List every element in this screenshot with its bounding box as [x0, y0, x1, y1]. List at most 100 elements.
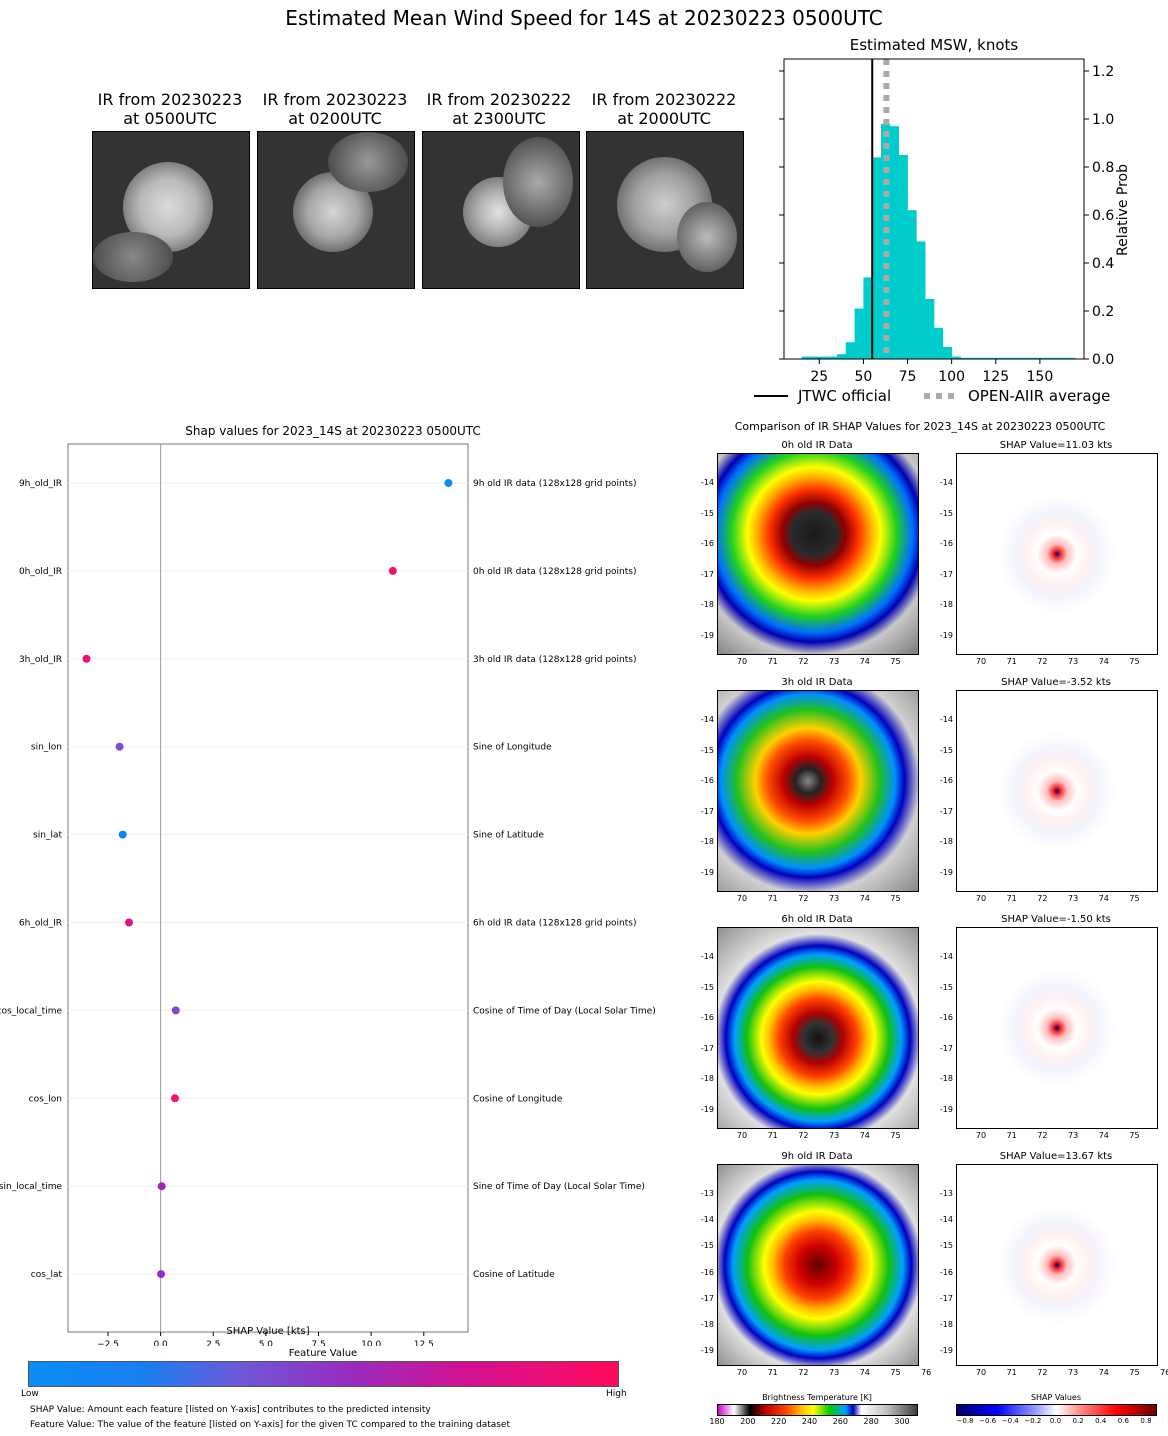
- colorbar-high-label: High: [606, 1389, 627, 1399]
- ir-y-tick-label: -15: [700, 982, 714, 992]
- histogram-bar: [898, 155, 908, 359]
- shap-x-tick-label: 75: [1129, 657, 1140, 666]
- shap-x-tick-label: 72: [1037, 1131, 1048, 1140]
- shap-y-tick-label: -19: [939, 868, 953, 877]
- histogram-bar: [942, 347, 952, 359]
- shap-y-tick-label: -19: [939, 631, 953, 640]
- bt-colorbar-tick: 280: [863, 1417, 879, 1426]
- histogram-bar: [1031, 357, 1041, 359]
- histogram-bar: [872, 157, 882, 359]
- shap-feature-description: Sine of Time of Day (Local Solar Time): [473, 1182, 645, 1192]
- shap-y-tick-label: -16: [939, 1013, 953, 1023]
- shap-y-tick-label: -13: [939, 1189, 953, 1198]
- shap-map-panel: [956, 927, 1158, 1129]
- feature-colorbar-title: Feature Value: [288, 1348, 358, 1359]
- ir-y-tick-label: -18: [700, 837, 714, 847]
- histogram-y-tick-label: 0.6: [1092, 208, 1114, 224]
- ir-image-title: IR from 20230223 at 0200UTC: [262, 90, 408, 128]
- ir-x-tick-label: 73: [829, 657, 840, 666]
- shap-y-tick-label: -16: [939, 539, 953, 549]
- shap-x-tick-label: 71: [1006, 1368, 1017, 1377]
- shap-feature-description: Sine of Longitude: [473, 743, 552, 753]
- ir-x-tick-label: 72: [798, 894, 809, 903]
- ir-data-panel: [717, 453, 919, 655]
- shap-point: [118, 830, 127, 839]
- bt-colorbar-tick: 260: [832, 1417, 848, 1426]
- histogram-bar: [978, 357, 988, 359]
- shap-values-chart: Shap values for 2023_14S at 20230223 050…: [0, 424, 656, 1346]
- histogram-y-tick-label: 1.0: [1092, 112, 1114, 128]
- ir-y-tick-label: -16: [700, 1267, 714, 1277]
- ir-x-tick-label: 71: [767, 1368, 778, 1377]
- shap-x-tick-label: 5.0: [259, 1340, 274, 1346]
- shap-colorbar-tick: 0.2: [1072, 1417, 1084, 1425]
- ir-x-tick-label: 73: [829, 894, 840, 903]
- ir-y-tick-label: -13: [700, 1189, 714, 1198]
- shap-point: [157, 1182, 166, 1191]
- histogram-bar: [1048, 357, 1058, 359]
- shap-feature-label: 9h_old_IR: [19, 479, 62, 489]
- histogram-ylabel: Relative Prob: [1115, 164, 1131, 256]
- shap-colorbar-tick: −0.4: [1001, 1417, 1019, 1425]
- ir-y-tick-label: -19: [700, 1346, 714, 1356]
- ir-x-tick-label: 75: [890, 1131, 901, 1140]
- shap-x-tick-label: 73: [1068, 894, 1079, 903]
- bt-colorbar-title: Brightness Temperature [K]: [762, 1393, 872, 1402]
- histogram-y-tick-label: 0.2: [1092, 304, 1114, 320]
- shap-y-tick-label: -17: [939, 1043, 953, 1053]
- shap-feature-label: sin_lon: [31, 743, 62, 753]
- shap-x-tick-label: 12.5: [414, 1340, 434, 1346]
- histogram-bar: [907, 210, 917, 359]
- ir-x-tick-label: 74: [859, 657, 870, 666]
- ir-x-tick-label: 71: [767, 1131, 778, 1140]
- histogram-bar: [969, 357, 979, 359]
- shap-y-tick-label: -14: [939, 715, 953, 724]
- shap-feature-label: sin_lat: [33, 831, 62, 841]
- shap-x-tick-label: 73: [1068, 1131, 1079, 1140]
- ir-x-tick-label: 70: [736, 657, 748, 666]
- shap-y-tick-label: -18: [939, 600, 953, 610]
- shap-colorbar-tick: −0.8: [956, 1417, 974, 1425]
- shap-x-tick-label: 72: [1037, 894, 1048, 903]
- histogram-bar: [810, 356, 820, 359]
- ir-y-tick-label: -19: [700, 1105, 714, 1114]
- shap-gridlines: [68, 482, 468, 1275]
- histogram-bar: [934, 327, 944, 359]
- shap-y-tick-label: -17: [939, 1293, 953, 1303]
- histogram-x-tick-label: 125: [982, 369, 1009, 385]
- shap-map-title: SHAP Value=-3.52 kts: [1001, 677, 1111, 688]
- ir-x-tick-label: 70: [736, 1368, 748, 1377]
- shap-x-tick-label: 71: [1006, 1131, 1017, 1140]
- shap-y-tick-label: -19: [939, 1346, 953, 1356]
- histogram-x-tick-label: 150: [1027, 369, 1054, 385]
- histogram-bar: [925, 299, 935, 359]
- ir-y-tick-label: -18: [700, 1074, 714, 1084]
- ir-x-tick-label: 70: [736, 894, 748, 903]
- histogram-bar: [1004, 357, 1014, 359]
- shap-x-tick-label: 76: [1160, 1368, 1168, 1377]
- ir-y-tick-label: -16: [700, 1013, 714, 1023]
- comparison-title: Comparison of IR SHAP Values for 2023_14…: [734, 420, 1106, 433]
- shap-map-title: SHAP Value=-1.50 kts: [1001, 914, 1111, 925]
- histogram-bar: [889, 126, 900, 359]
- shap-y-tick-label: -15: [939, 1241, 953, 1251]
- histogram-x-ticks: 25 50 75 100 125 150: [810, 359, 1053, 385]
- histogram-bar: [801, 356, 811, 359]
- shap-x-tick-label: 2.5: [206, 1340, 220, 1346]
- ir-y-tick-label: -17: [700, 1293, 714, 1303]
- shap-feature-label: 3h_old_IR: [19, 655, 62, 665]
- shap-point: [157, 1270, 166, 1279]
- shap-x-tick-label: 71: [1006, 657, 1017, 666]
- ir-y-tick-label: -16: [700, 539, 714, 549]
- shap-feature-description: Sine of Latitude: [473, 831, 544, 841]
- shap-point: [388, 566, 397, 575]
- shap-feature-description: 9h old IR data (128x128 grid points): [473, 479, 636, 489]
- shap-feature-label: 0h_old_IR: [19, 567, 62, 577]
- msw-histogram-chart: Estimated MSW, knots 25 50 75 100 125 150 0.0…: [754, 36, 1131, 405]
- shap-x-tick-label: 70: [975, 894, 987, 903]
- ir-x-tick-label: 72: [798, 657, 809, 666]
- ir-y-tick-label: -15: [700, 745, 714, 755]
- shap-y-tick-label: -14: [939, 478, 953, 487]
- ir-y-tick-label: -15: [700, 1241, 714, 1251]
- shap-x-tick-label: −2.5: [97, 1340, 119, 1346]
